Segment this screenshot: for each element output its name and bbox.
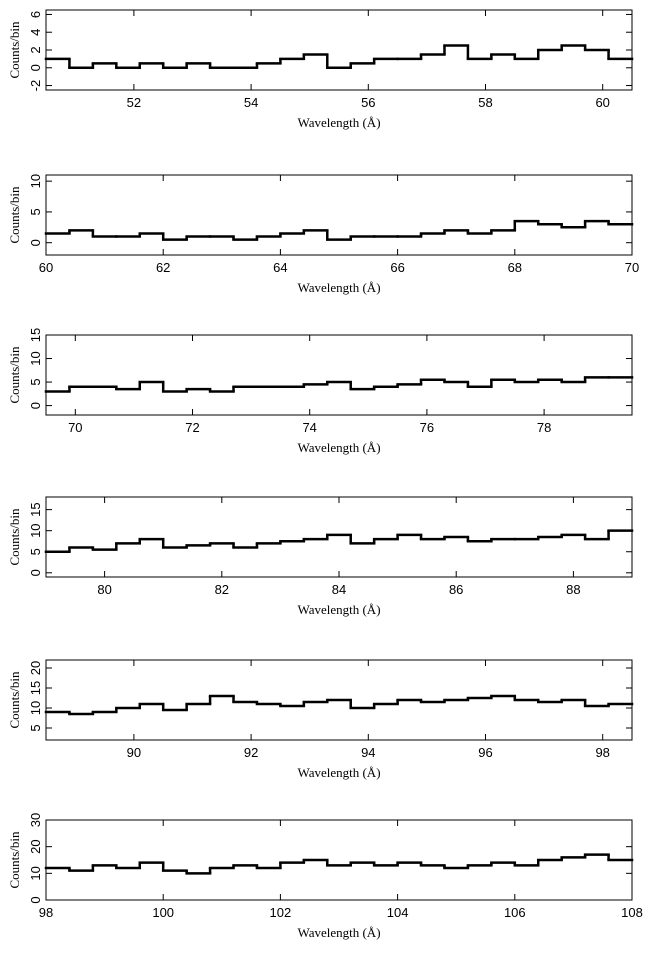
y-tick-label: 5 xyxy=(28,724,43,731)
x-axis-label: Wavelength (Å) xyxy=(297,602,380,617)
x-tick-label: 62 xyxy=(156,260,170,275)
x-axis-label: Wavelength (Å) xyxy=(297,440,380,455)
x-tick-label: 78 xyxy=(537,420,551,435)
x-axis-label: Wavelength (Å) xyxy=(297,765,380,780)
x-tick-label: 60 xyxy=(39,260,53,275)
y-axis-label: Counts/bin xyxy=(7,186,22,244)
x-tick-label: 74 xyxy=(302,420,316,435)
y-tick-label: 15 xyxy=(28,502,43,516)
y-tick-label: 15 xyxy=(28,328,43,342)
y-tick-label: 0 xyxy=(28,239,43,246)
x-tick-label: 64 xyxy=(273,260,287,275)
y-tick-label: 20 xyxy=(28,661,43,675)
y-tick-label: -2 xyxy=(28,80,43,92)
x-tick-label: 100 xyxy=(152,905,174,920)
x-tick-label: 52 xyxy=(127,95,141,110)
x-tick-label: 88 xyxy=(566,582,580,597)
x-axis-label: Wavelength (Å) xyxy=(297,115,380,130)
x-tick-label: 56 xyxy=(361,95,375,110)
y-axis-label: Counts/bin xyxy=(7,671,22,729)
y-tick-label: 5 xyxy=(28,548,43,555)
x-tick-label: 70 xyxy=(68,420,82,435)
plot-frame xyxy=(45,174,633,256)
x-tick-label: 66 xyxy=(390,260,404,275)
y-tick-label: 5 xyxy=(28,378,43,385)
y-tick-label: 30 xyxy=(28,813,43,827)
y-axis-label: Counts/bin xyxy=(7,346,22,404)
y-axis-label: Counts/bin xyxy=(7,21,22,79)
x-tick-label: 72 xyxy=(185,420,199,435)
y-tick-label: 15 xyxy=(28,681,43,695)
plot-frame xyxy=(45,334,633,416)
y-tick-label: 0 xyxy=(28,569,43,576)
y-tick-label: 10 xyxy=(28,174,43,188)
x-tick-label: 86 xyxy=(449,582,463,597)
x-tick-label: 108 xyxy=(621,905,643,920)
x-tick-label: 76 xyxy=(420,420,434,435)
x-tick-label: 68 xyxy=(508,260,522,275)
x-axis-label: Wavelength (Å) xyxy=(297,280,380,295)
plot-frame xyxy=(45,659,633,741)
y-tick-label: 10 xyxy=(28,351,43,365)
x-tick-label: 54 xyxy=(244,95,258,110)
y-tick-label: 2 xyxy=(28,46,43,53)
x-tick-label: 98 xyxy=(595,745,609,760)
y-axis-label: Counts/bin xyxy=(7,508,22,566)
y-tick-label: 5 xyxy=(28,208,43,215)
y-tick-label: 6 xyxy=(28,11,43,18)
x-tick-label: 60 xyxy=(595,95,609,110)
y-tick-label: 20 xyxy=(28,839,43,853)
x-tick-label: 102 xyxy=(270,905,292,920)
y-tick-label: 10 xyxy=(28,866,43,880)
x-tick-label: 106 xyxy=(504,905,526,920)
x-tick-label: 96 xyxy=(478,745,492,760)
y-tick-label: 0 xyxy=(28,896,43,903)
y-tick-label: 10 xyxy=(28,701,43,715)
x-tick-label: 92 xyxy=(244,745,258,760)
y-axis-label: Counts/bin xyxy=(7,831,22,889)
y-tick-label: 4 xyxy=(28,29,43,36)
y-tick-label: 0 xyxy=(28,402,43,409)
x-tick-label: 94 xyxy=(361,745,375,760)
y-tick-label: 0 xyxy=(28,64,43,71)
x-tick-label: 84 xyxy=(332,582,346,597)
x-tick-label: 90 xyxy=(127,745,141,760)
x-tick-label: 82 xyxy=(215,582,229,597)
x-tick-label: 70 xyxy=(625,260,639,275)
y-tick-label: 10 xyxy=(28,523,43,537)
x-tick-label: 104 xyxy=(387,905,409,920)
x-tick-label: 80 xyxy=(97,582,111,597)
x-axis-label: Wavelength (Å) xyxy=(297,925,380,940)
x-tick-label: 58 xyxy=(478,95,492,110)
x-tick-label: 98 xyxy=(39,905,53,920)
